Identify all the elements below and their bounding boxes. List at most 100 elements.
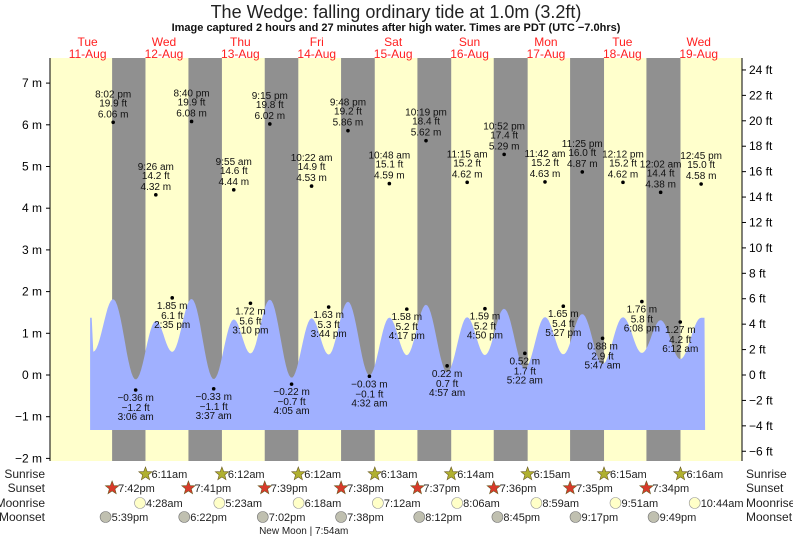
moonset-icon — [335, 511, 347, 523]
day-date: 15-Aug — [374, 47, 413, 61]
moonset-icon — [99, 511, 112, 523]
sunrise-event: 6:16am — [672, 466, 723, 481]
right-tick-label: −6 ft — [749, 444, 773, 458]
left-tick-label: 6 m — [22, 118, 42, 132]
tide-time: 4:17 pm — [389, 331, 425, 342]
sunset-star-icon — [638, 480, 654, 495]
sunset-time: 7:42pm — [118, 483, 155, 495]
tide-time: 4:50 pm — [467, 331, 503, 342]
moonset-event: 5:39pm — [99, 511, 148, 524]
tide-time: 8:40 pm — [174, 88, 210, 99]
day-name: Mon — [534, 35, 557, 49]
moonset-icon — [647, 511, 660, 523]
tide-time: 8:02 pm — [95, 89, 131, 100]
tide-metres: 4.58 m — [686, 171, 717, 182]
tide-time: 10:52 pm — [483, 121, 525, 132]
sunrise-star-icon — [214, 466, 230, 481]
tide-time: 3:37 am — [196, 411, 232, 422]
tide-point — [699, 182, 703, 186]
moonrise-icon — [213, 497, 226, 509]
sunrise-star-icon — [520, 466, 536, 481]
tide-feet: 15.1 ft — [375, 160, 403, 171]
moonrise-icon — [609, 497, 622, 509]
right-tick-label: 8 ft — [749, 266, 766, 280]
low-tide-marker: 1.76 m5.8 ft6:08 pm — [624, 299, 660, 335]
tide-time: 10:22 am — [291, 153, 333, 164]
sunrise-event: 6:12am — [214, 466, 265, 481]
sunset-time: 7:34pm — [652, 483, 689, 495]
tide-metres: 4.38 m — [645, 179, 676, 190]
tide-point — [621, 180, 625, 185]
low-tide-marker: −0.33 m−1.1 ft3:37 am — [195, 386, 232, 422]
tide-time: 12:45 pm — [680, 151, 722, 162]
tide-feet: 5.8 ft — [631, 315, 653, 326]
moonset-time: 7:38pm — [347, 512, 384, 524]
low-tide-marker: 0.52 m1.7 ft5:22 am — [507, 351, 543, 386]
tide-metres: 1.65 m — [548, 309, 579, 320]
tide-point — [502, 152, 506, 157]
tide-feet: 15.0 ft — [687, 160, 715, 171]
sunrise-event: 6:15am — [596, 466, 647, 481]
moonset-time: 9:49pm — [660, 512, 697, 524]
tide-point — [561, 304, 566, 308]
tide-feet: 14.6 ft — [220, 166, 248, 177]
tide-metres: −0.36 m — [117, 393, 153, 404]
sunset-event: 7:36pm — [486, 480, 537, 495]
tide-point — [268, 122, 272, 126]
sunset-star-icon — [180, 480, 196, 495]
sunrise-star-icon — [443, 466, 459, 481]
tide-metres: 1.27 m — [665, 325, 696, 336]
tide-feet: 6.1 ft — [161, 311, 183, 322]
tide-metres: 5.86 m — [333, 118, 364, 129]
tide-feet: 5.2 ft — [396, 322, 418, 333]
moonrise-event: 6:18am — [292, 497, 341, 510]
sunrise-star-icon — [137, 466, 153, 481]
day-name: Thu — [230, 35, 251, 49]
moonset-time: 9:17pm — [581, 512, 618, 524]
tide-point — [346, 128, 350, 133]
low-tide-marker: 0.88 m2.9 ft5:47 am — [584, 336, 621, 371]
tide-point — [543, 180, 547, 184]
tide-metres: 1.72 m — [235, 306, 266, 317]
tide-time: 2:35 pm — [154, 320, 190, 331]
tide-time: 5:47 am — [584, 360, 620, 371]
day-name: Tue — [612, 35, 633, 49]
tide-metres: 4.87 m — [567, 159, 598, 170]
chart-subtitle: Image captured 2 hours and 27 minutes af… — [172, 22, 621, 34]
tide-feet: 19.8 ft — [256, 100, 284, 111]
sunrise-event: 6:11am — [137, 466, 187, 481]
sunrise-star-icon — [672, 466, 688, 481]
tide-point — [189, 119, 194, 124]
tide-metres: 4.32 m — [141, 182, 172, 193]
low-tide-marker: −0.36 m−1.2 ft3:06 am — [117, 388, 154, 423]
sunrise-time: 6:13am — [381, 469, 418, 481]
tide-time: 9:26 am — [138, 162, 174, 173]
day-date: 17-Aug — [527, 47, 566, 61]
tide-metres: 1.76 m — [627, 305, 658, 316]
moonrise-icon — [688, 497, 701, 509]
tide-time: 11:15 am — [447, 149, 488, 160]
moonrise-event: 4:28am — [134, 497, 183, 510]
right-tick-label: 18 ft — [749, 139, 773, 153]
tide-time: 11:42 am — [525, 149, 566, 160]
sunset-time: 7:36pm — [500, 483, 537, 495]
sunset-label-left: Sunset — [8, 481, 46, 495]
tide-point — [445, 364, 449, 368]
moonrise-event: 8:06am — [451, 497, 500, 510]
tide-feet: −0.1 ft — [355, 389, 383, 400]
right-tick-label: 20 ft — [749, 114, 773, 128]
left-tick-label: 0 m — [22, 368, 42, 382]
day-name: Tue — [77, 35, 98, 49]
sunset-label-right: Sunset — [746, 481, 784, 495]
tide-point — [289, 382, 294, 386]
sunrise-label-right: Sunrise — [746, 467, 787, 481]
sunset-time: 7:35pm — [576, 483, 613, 495]
moonset-time: 7:02pm — [269, 512, 306, 524]
left-tick-label: 7 m — [22, 76, 42, 90]
